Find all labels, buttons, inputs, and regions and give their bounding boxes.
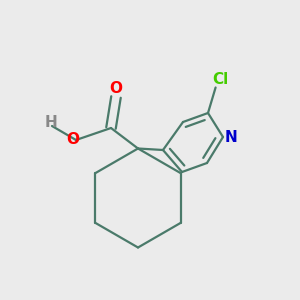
Text: O: O [110, 81, 122, 96]
Text: N: N [225, 130, 238, 145]
Text: H: H [44, 115, 57, 130]
Text: O: O [66, 133, 79, 148]
Text: Cl: Cl [212, 73, 229, 88]
